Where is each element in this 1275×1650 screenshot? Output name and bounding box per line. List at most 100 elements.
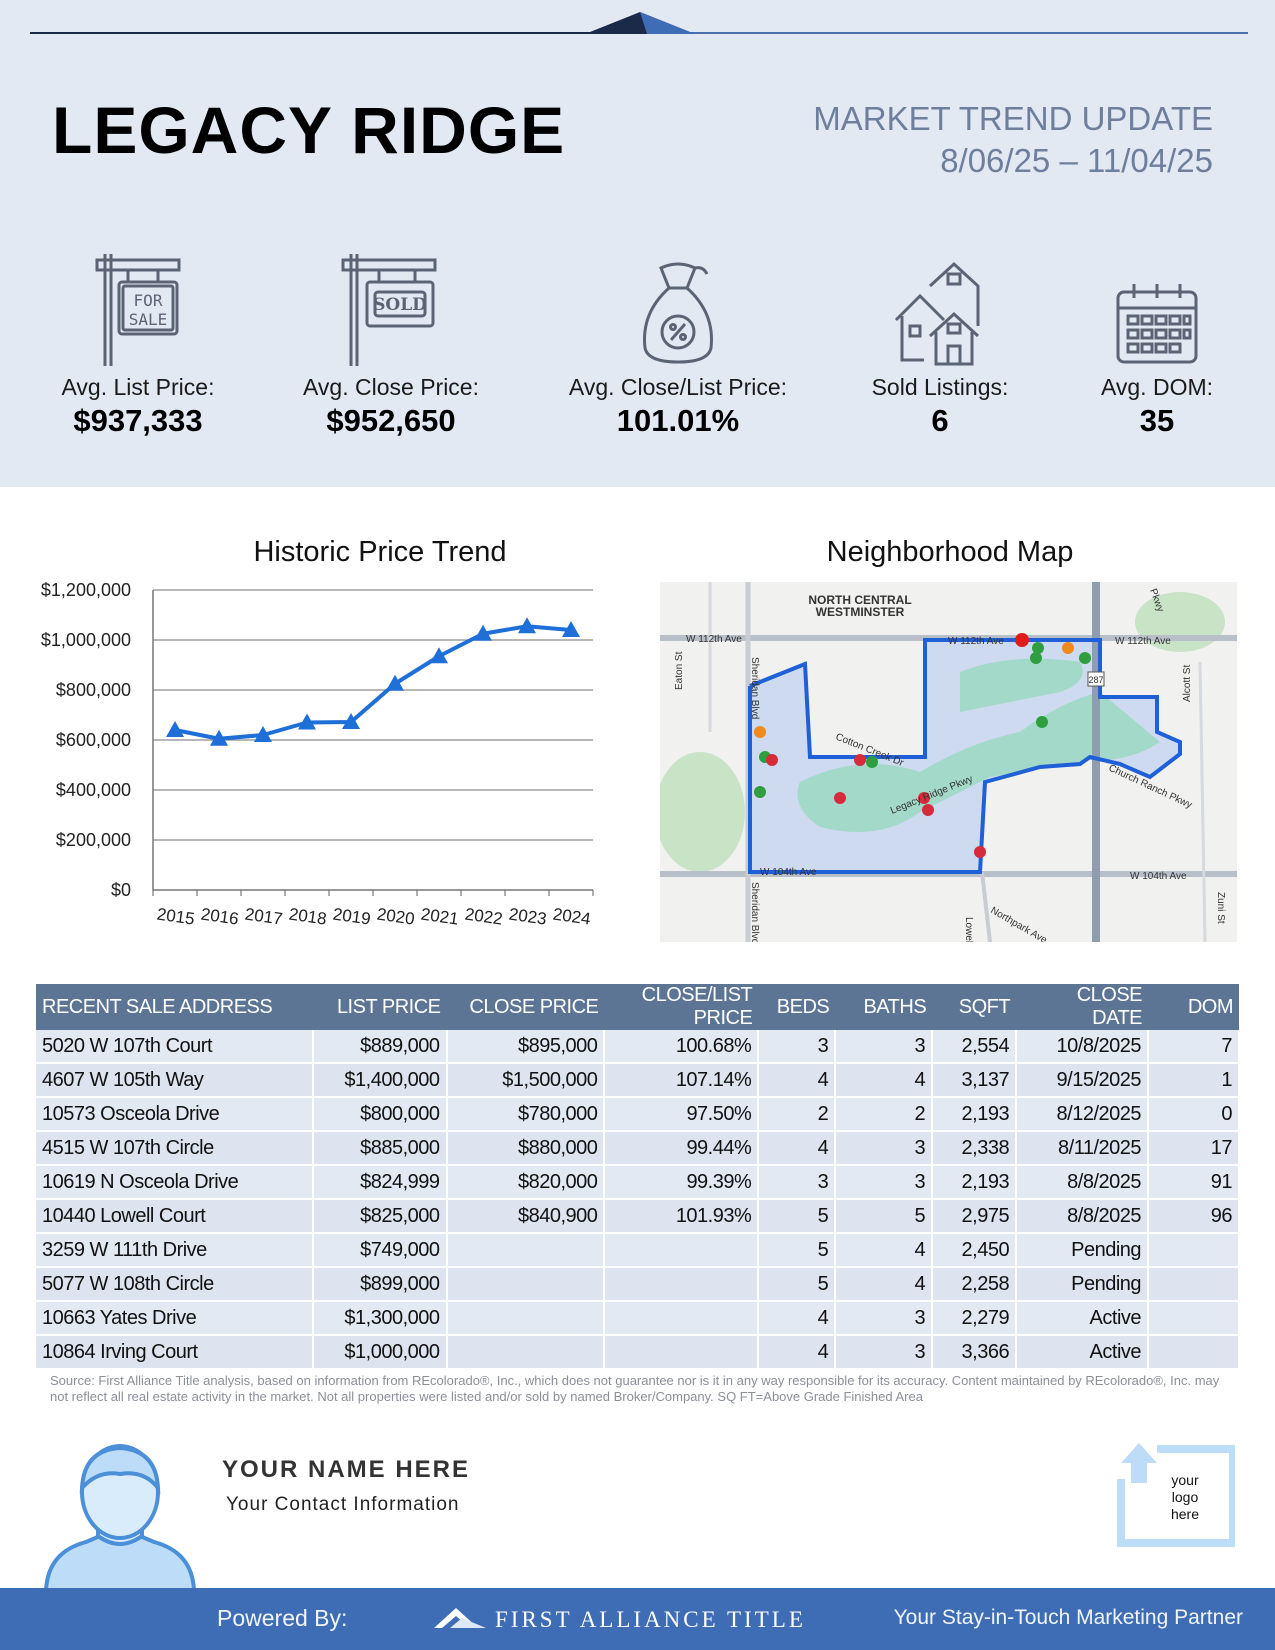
active-marker[interactable] [1030, 652, 1042, 664]
data-point-marker[interactable] [430, 647, 448, 664]
sold-marker[interactable] [854, 754, 866, 766]
y-tick-label: $400,000 [56, 780, 131, 800]
cell: 10663 Yates Drive [36, 1301, 314, 1336]
cell [604, 1335, 760, 1370]
cell: 4 [758, 1301, 837, 1336]
data-point-marker[interactable] [474, 624, 492, 641]
active-marker[interactable] [1032, 642, 1044, 654]
cell: 3,366 [932, 1335, 1018, 1370]
cell: 5 [758, 1199, 837, 1234]
cell: 2,193 [932, 1165, 1018, 1200]
col-dom: DOM [1148, 984, 1239, 1030]
data-point-marker[interactable] [518, 617, 536, 634]
cell: 5 [758, 1267, 837, 1302]
cell [446, 1267, 606, 1302]
sold-marker[interactable] [922, 804, 934, 816]
logo-placeholder-icon [1117, 1443, 1235, 1547]
stat-avg-dom: Avg. DOM: 35 [1032, 240, 1275, 439]
cell [446, 1233, 606, 1268]
calendar-icon [1116, 284, 1198, 364]
agent-avatar-icon [43, 1444, 197, 1590]
stat-value: $937,333 [73, 403, 203, 438]
table-row: 10864 Irving Court $1,000,000 4 3 3,366 Activ… [36, 1335, 1240, 1370]
data-point-marker[interactable] [562, 621, 580, 637]
table-header-row: RECENT SALE ADDRESS LIST PRICE CLOSE PRI… [36, 984, 1239, 1030]
cell: Active [1016, 1301, 1150, 1336]
map-svg: 287 NORTH CENTRAL WESTMINSTER W 112th Av… [660, 582, 1237, 942]
cell: 107.14% [604, 1063, 760, 1098]
stat-label: Avg. List Price: [61, 374, 215, 400]
pending-marker[interactable] [754, 726, 766, 738]
active-marker[interactable] [1079, 652, 1091, 664]
data-point-marker[interactable] [166, 721, 184, 737]
sign-sold: SOLD [373, 295, 427, 315]
cell: Active [1016, 1335, 1150, 1370]
data-point-marker[interactable] [386, 674, 404, 691]
cell: 91 [1148, 1165, 1240, 1200]
neighborhood-boundary [748, 638, 1182, 874]
page-title: LEGACY RIDGE [52, 93, 566, 167]
col-baths: BATHS [835, 984, 933, 1030]
cell: 3 [835, 1131, 934, 1166]
cell: 5 [835, 1199, 934, 1234]
col-close-price: CLOSE PRICE [446, 984, 605, 1030]
active-marker[interactable] [1036, 716, 1048, 728]
logo-placeholder-text: your logo here [1170, 1472, 1200, 1522]
x-tick-label: 2017 [244, 905, 284, 929]
neighborhood-map[interactable]: 287 NORTH CENTRAL WESTMINSTER W 112th Av… [660, 582, 1237, 942]
stat-avg-list-price: FOR SALE Avg. List Price: $937,333 [13, 240, 263, 439]
stat-value: 35 [1139, 403, 1175, 438]
cell: 4 [758, 1063, 837, 1098]
x-tick-label: 2024 [552, 905, 592, 929]
cell: 10/8/2025 [1016, 1030, 1150, 1064]
cell: $824,999 [312, 1165, 448, 1200]
active-marker[interactable] [754, 786, 766, 798]
cell: $1,000,000 [312, 1335, 448, 1370]
cell: 2,975 [932, 1199, 1018, 1234]
stat-label: Sold Listings: [871, 374, 1009, 400]
sign-sale: SALE [129, 310, 168, 329]
stat-avg-close-list: Avg. Close/List Price: 101.01% [553, 240, 803, 439]
sold-marker[interactable] [834, 792, 846, 804]
table-row: 5077 W 108th Circle $899,000 5 4 2,258 Pendin… [36, 1267, 1240, 1302]
sold-marker[interactable] [766, 754, 778, 766]
active-marker[interactable] [866, 756, 878, 768]
cell: Pending [1016, 1233, 1150, 1268]
data-point-marker[interactable] [210, 729, 228, 746]
cell: 99.39% [604, 1165, 760, 1200]
cell: 3 [835, 1165, 934, 1200]
stat-label: Avg. Close Price: [303, 374, 479, 400]
y-tick-label: $0 [111, 880, 131, 900]
cell: 8/8/2025 [1016, 1199, 1150, 1234]
stat-label: Avg. Close/List Price: [568, 374, 788, 400]
for-sale-sign-icon: FOR SALE [95, 254, 181, 366]
map-area-label-2: WESTMINSTER [816, 605, 905, 619]
pending-marker[interactable] [1062, 642, 1074, 654]
map-road-label: Lowell [963, 917, 974, 942]
cell: 4607 W 105th Way [36, 1063, 314, 1098]
data-point-marker[interactable] [342, 713, 360, 729]
data-point-marker[interactable] [254, 726, 272, 742]
cell: 8/8/2025 [1016, 1165, 1150, 1200]
table-row: 4515 W 107th Circle $885,000 $880,000 99.44… [36, 1131, 1240, 1166]
top-rule-accent [690, 32, 1248, 34]
cell: 97.50% [604, 1097, 760, 1132]
x-tick-label: 2018 [288, 905, 328, 929]
map-road-label: Sheridan Blvd [749, 657, 760, 719]
cell: 17 [1148, 1131, 1240, 1166]
subject-marker[interactable] [1015, 633, 1029, 647]
report-title-block: MARKET TREND UPDATE 8/06/25 – 11/04/25 [813, 98, 1213, 182]
cell: 9/15/2025 [1016, 1063, 1150, 1098]
sold-marker[interactable] [918, 792, 930, 804]
money-bag-percent-icon [643, 262, 713, 364]
chart-title: Historic Price Trend [253, 536, 507, 568]
agent-contact: Your Contact Information [226, 1494, 460, 1515]
cell [446, 1335, 606, 1370]
sold-marker[interactable] [974, 846, 986, 858]
x-tick-label: 2021 [420, 905, 460, 929]
x-tick-label: 2019 [332, 905, 372, 929]
stat-value: $952,650 [326, 403, 456, 438]
cell: 4515 W 107th Circle [36, 1131, 314, 1166]
data-point-marker[interactable] [298, 713, 316, 730]
table-row: 10573 Osceola Drive $800,000 $780,000 97.50… [36, 1097, 1240, 1132]
